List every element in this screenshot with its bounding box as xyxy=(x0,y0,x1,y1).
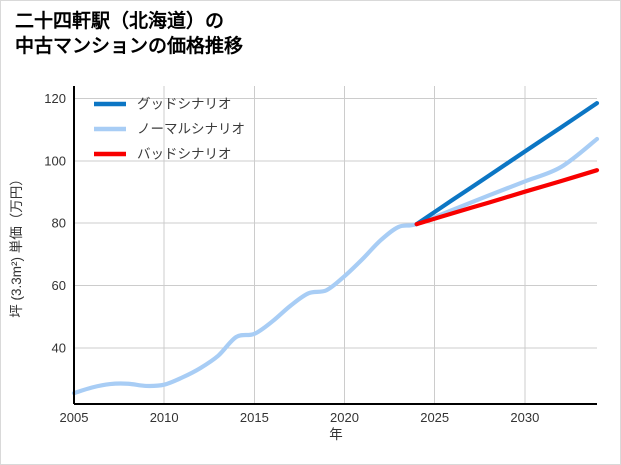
legend-label-2: バッドシナリオ xyxy=(137,147,232,162)
legend-label-1: ノーマルシナリオ xyxy=(137,122,245,137)
series-line-ノーマルシナリオ xyxy=(71,136,600,396)
series-group xyxy=(71,101,600,396)
axes xyxy=(73,86,597,405)
series-line-バッドシナリオ xyxy=(414,168,600,227)
y-tick-label-80: 80 xyxy=(52,216,66,231)
tick-labels: 40 60 80 100 120 2005 2010 2015 2020 2025 2030 xyxy=(44,91,539,425)
page-title: 二十四軒駅（北海道）の 中古マンションの価格推移 xyxy=(15,11,244,58)
x-tick-label-2025: 2025 xyxy=(420,410,449,425)
x-tick-label-2015: 2015 xyxy=(240,410,269,425)
y-tick-label-40: 40 xyxy=(52,340,66,355)
x-axis-title: 年 xyxy=(329,427,343,442)
legend-label-0: グッドシナリオ xyxy=(137,97,232,112)
gridlines xyxy=(73,86,597,404)
y-tick-label-60: 60 xyxy=(52,278,66,293)
x-tick-label-2010: 2010 xyxy=(150,410,179,425)
series-line-グッドシナリオ xyxy=(414,101,600,227)
y-axis-title: 坪 (3.3m²) 単価（万円） xyxy=(9,172,24,318)
x-tick-label-2020: 2020 xyxy=(330,410,359,425)
x-tick-label-2005: 2005 xyxy=(60,410,89,425)
y-tick-label-100: 100 xyxy=(44,153,66,168)
y-tick-label-120: 120 xyxy=(44,91,66,106)
x-tick-label-2030: 2030 xyxy=(510,410,539,425)
